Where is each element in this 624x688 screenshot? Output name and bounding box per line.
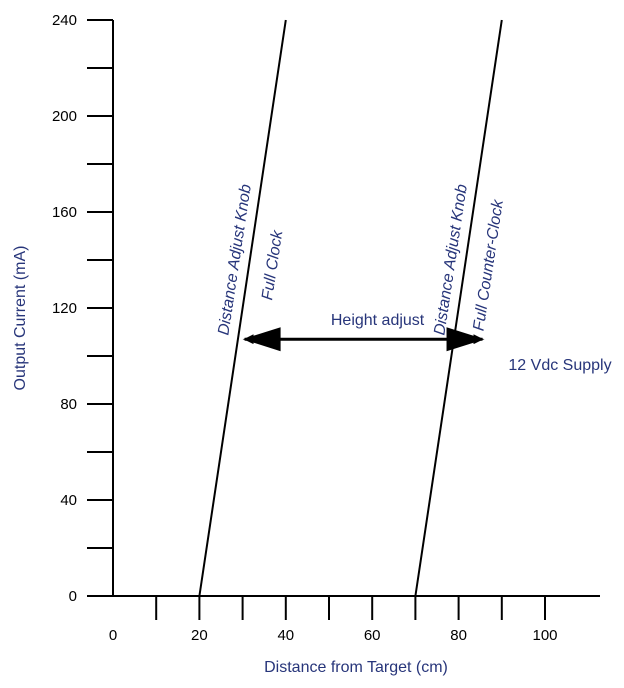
y-tick-label: 160 <box>52 204 77 221</box>
y-tick-label: 40 <box>60 492 77 509</box>
series-line <box>414 19 503 597</box>
x-tick-label: 0 <box>109 627 117 644</box>
series-label: Full Counter-Clock <box>471 198 508 332</box>
series-line <box>198 19 287 597</box>
y-tick-label: 0 <box>69 588 77 605</box>
series-label: Full Clock <box>259 228 286 301</box>
x-tick-label: 20 <box>191 627 208 644</box>
supply-label: 12 Vdc Supply <box>508 357 611 374</box>
height-adjust-label: Height adjust <box>331 312 425 329</box>
x-axis-title: Distance from Target (cm) <box>264 659 448 676</box>
annotation-layer: Height adjust 12 Vdc Supply <box>242 312 612 374</box>
y-axis-title: Output Current (mA) <box>12 246 29 391</box>
arrowhead-right <box>446 327 485 352</box>
y-tick-label: 120 <box>52 300 77 317</box>
x-tick-label: 80 <box>450 627 467 644</box>
x-tick-label: 60 <box>364 627 381 644</box>
y-tick-label: 80 <box>60 396 77 413</box>
y-tick-label: 200 <box>52 108 77 125</box>
x-tick-label: 40 <box>277 627 294 644</box>
axes: 0 40 80 120 160 200 240 0 20 40 60 80 100 <box>52 12 600 644</box>
y-tick-label: 240 <box>52 12 77 29</box>
series-layer: Distance Adjust Knob Full Clock Distance A… <box>198 19 508 597</box>
arrowhead-left <box>242 327 281 352</box>
x-tick-label: 100 <box>532 627 557 644</box>
